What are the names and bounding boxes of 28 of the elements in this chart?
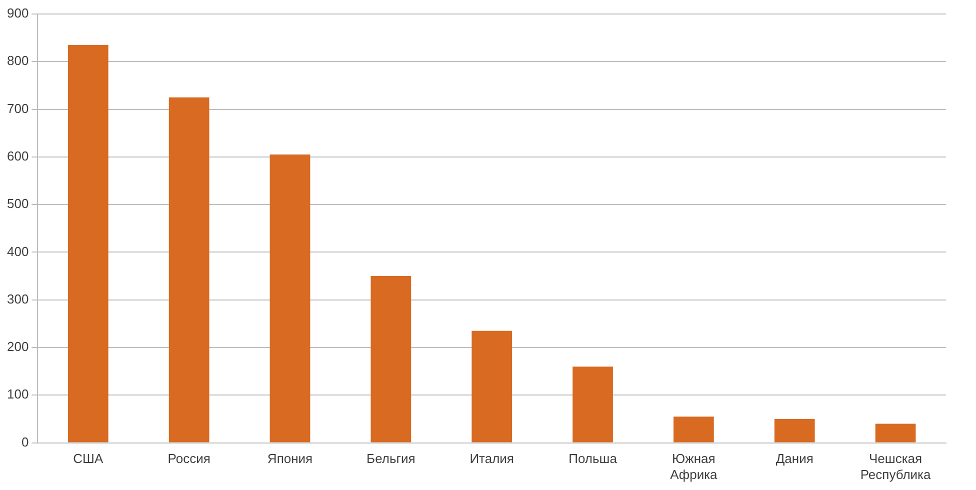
x-tick-label: США <box>73 451 104 466</box>
x-tick-label: Южная Африка <box>670 451 718 482</box>
y-tick-label: 300 <box>6 291 29 306</box>
y-tick-label: 600 <box>6 148 29 164</box>
y-tick-label: 0 <box>21 434 29 450</box>
y-tick-label: 100 <box>6 386 29 402</box>
x-tick-label: Бельгия <box>366 451 416 466</box>
bar <box>875 424 916 442</box>
y-tick-label: 400 <box>6 244 29 259</box>
bar <box>370 276 412 442</box>
bar <box>168 97 210 442</box>
bar <box>270 154 310 442</box>
x-tick-label: Россия <box>168 451 210 466</box>
bar <box>572 366 613 442</box>
bar <box>68 44 108 442</box>
y-tick-label: 500 <box>6 196 29 212</box>
y-tick-label: 700 <box>6 100 29 116</box>
x-tick-label: Чешская Республика <box>860 451 932 482</box>
y-tick-label: 800 <box>6 53 29 68</box>
x-tick-label: Польша <box>568 451 618 466</box>
x-tick-label: Япония <box>267 451 313 466</box>
x-tick-label: Дания <box>776 451 814 466</box>
x-tick-label: Италия <box>470 451 514 466</box>
y-tick-label: 900 <box>6 6 29 21</box>
bar <box>774 418 815 442</box>
y-tick-label: 200 <box>6 339 29 354</box>
bar <box>472 330 512 442</box>
bar <box>674 416 714 442</box>
